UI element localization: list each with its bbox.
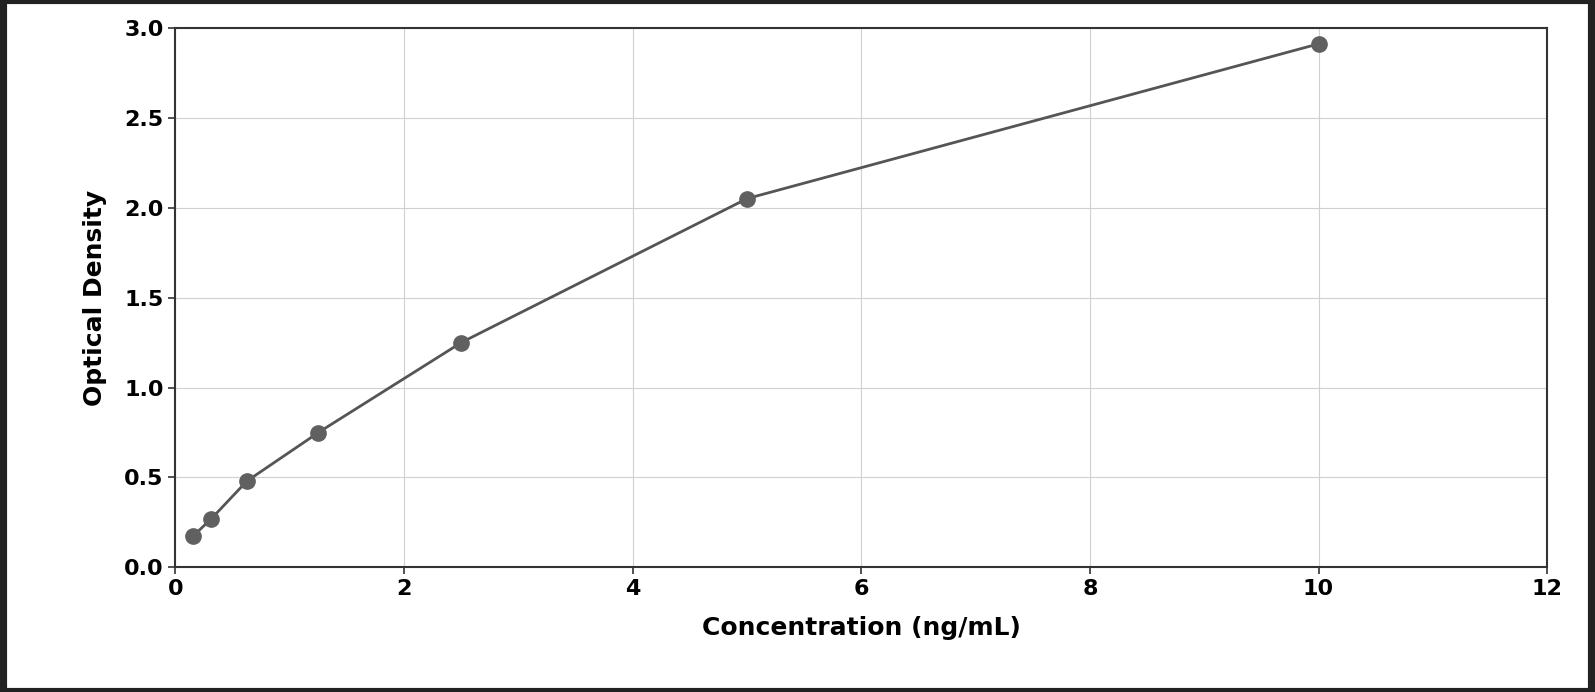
Point [448, 337, 474, 348]
Point [306, 427, 332, 438]
Point [180, 531, 206, 542]
Point [198, 513, 223, 525]
X-axis label: Concentration (ng/mL): Concentration (ng/mL) [702, 616, 1021, 640]
Point [1306, 38, 1332, 49]
Y-axis label: Optical Density: Optical Density [83, 190, 107, 406]
Point [734, 193, 759, 204]
Point [234, 475, 260, 486]
